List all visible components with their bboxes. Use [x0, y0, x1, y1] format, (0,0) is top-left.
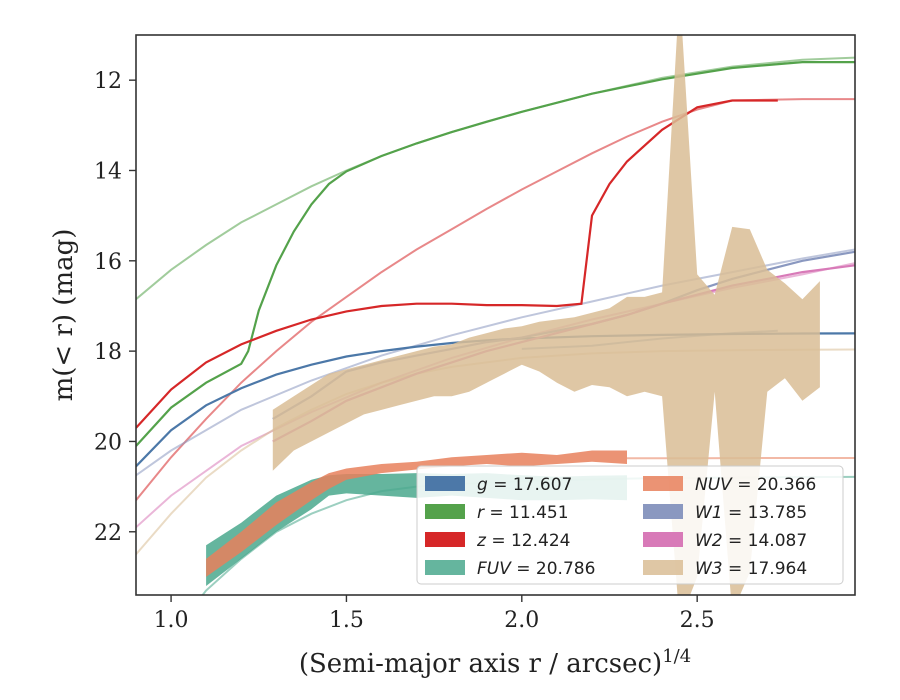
- legend: g = 17.607 r = 11.451 z = 12.424 FUV = 20.7…: [416, 465, 844, 585]
- legend-label-5: W1 = 13.785: [695, 503, 807, 523]
- series-2-line: [136, 99, 778, 429]
- series-3-band: [206, 473, 627, 586]
- y-tick-label: 18: [94, 340, 122, 365]
- legend-label-2: z = 12.424: [476, 531, 570, 551]
- y-tick-label: 12: [94, 69, 122, 94]
- x-tick-label: 2.5: [680, 608, 715, 633]
- x-tick-label: 1.0: [154, 608, 189, 633]
- legend-swatch-4: [643, 476, 683, 491]
- y-tick-label: 14: [94, 159, 122, 184]
- y-tick-label: 20: [94, 430, 122, 455]
- legend-swatch-1: [425, 504, 465, 519]
- x-tick-label: 2.0: [504, 608, 539, 633]
- y-tick-label: 22: [94, 521, 122, 546]
- x-axis-label: (Semi-major axis r / arcsec)1/4: [299, 646, 691, 679]
- axes: 1.0 1.5 2.0 2.5 12 14 16 18 20 22: [94, 69, 715, 633]
- legend-label-6: W2 = 14.087: [695, 531, 807, 551]
- series-7-band: [272, 35, 820, 595]
- y-axis-label: m(< r) (mag): [49, 229, 79, 402]
- legend-box: [416, 465, 844, 585]
- x-axis-label-power: 1/4: [662, 646, 691, 667]
- legend-swatch-0: [425, 476, 465, 491]
- series-1-line: [136, 61, 855, 447]
- x-tick-label: 1.5: [329, 608, 364, 633]
- legend-swatch-7: [643, 560, 683, 575]
- series-4-band: [206, 450, 627, 577]
- legend-label-3: FUV = 20.786: [477, 559, 595, 579]
- legend-label-7: W3 = 17.964: [695, 559, 807, 579]
- legend-swatch-2: [425, 532, 465, 547]
- plot-frame: [135, 34, 856, 596]
- legend-swatch-3: [425, 560, 465, 575]
- legend-swatch-5: [643, 504, 683, 519]
- plot-area: [136, 35, 855, 595]
- y-tick-label: 16: [94, 250, 122, 275]
- legend-swatch-6: [643, 532, 683, 547]
- legend-label-1: r = 11.451: [477, 503, 569, 523]
- legend-label-4: NUV = 20.366: [695, 475, 816, 495]
- legend-label-0: g = 17.607: [477, 475, 572, 495]
